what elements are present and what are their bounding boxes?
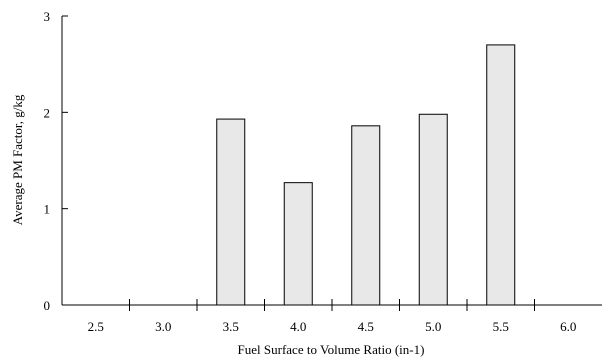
- x-tick-label: 5.0: [425, 319, 441, 334]
- bars: [216, 44, 516, 306]
- bar-4.0: [283, 182, 313, 306]
- y-tick-label: 1: [44, 202, 51, 217]
- x-tick-label: 4.0: [290, 319, 306, 334]
- bar-3.5: [216, 118, 246, 306]
- x-tick-label: 2.5: [88, 319, 104, 334]
- x-tick-label: 3.0: [155, 319, 171, 334]
- x-axis: 2.5 3.0 3.5 4.0 4.5 5.0 5.5 6.0: [62, 299, 602, 334]
- y-axis: 0 1 2 3: [44, 9, 68, 313]
- x-tick-label: 3.5: [223, 319, 239, 334]
- y-tick-label: 0: [44, 298, 51, 313]
- x-tick-label: 4.5: [358, 319, 374, 334]
- y-tick-label: 2: [44, 105, 51, 120]
- x-axis-title: Fuel Surface to Volume Ratio (in-1): [238, 342, 425, 357]
- bar-4.5: [351, 125, 381, 306]
- y-axis-title: Average PM Factor, g/kg: [10, 94, 25, 225]
- x-tick-label: 5.5: [493, 319, 509, 334]
- x-tick-label: 6.0: [560, 319, 576, 334]
- y-tick-label: 3: [44, 9, 51, 24]
- bar-5.0: [418, 113, 448, 306]
- bar-5.5: [486, 44, 516, 306]
